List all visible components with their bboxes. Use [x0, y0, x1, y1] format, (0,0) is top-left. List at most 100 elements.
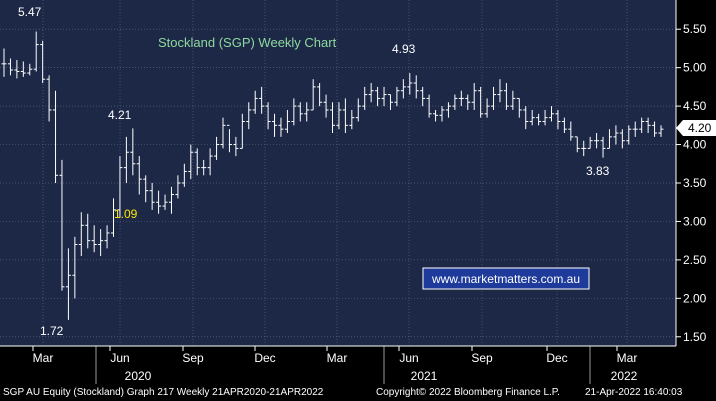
ohlc-bar	[619, 129, 625, 149]
ohlc-bar	[471, 83, 477, 110]
ohlc-bar	[336, 102, 342, 130]
ohlc-bar	[491, 86, 497, 110]
ohlc-bar	[652, 121, 658, 137]
x-month-label: Mar	[327, 351, 348, 365]
ohlc-bar	[639, 117, 645, 134]
ohlc-bar	[536, 113, 542, 126]
x-axis-background	[0, 346, 716, 384]
ohlc-bar	[168, 186, 174, 214]
ohlc-bar	[387, 94, 393, 110]
ohlc-bar	[259, 86, 265, 114]
ohlc-bar	[439, 106, 445, 122]
ohlc-bar	[542, 109, 548, 126]
ohlc-bar	[484, 98, 490, 118]
ohlc-bar	[555, 109, 561, 130]
y-tick-label: 4.50	[683, 99, 707, 113]
chart-title: Stockland (SGP) Weekly Chart	[158, 35, 337, 50]
footer-ticker: SGP AU Equity (Stockland) Graph 217 Week…	[3, 387, 324, 398]
ohlc-bar	[330, 102, 335, 134]
ohlc-bar	[342, 98, 348, 134]
annotation-low-172: 1.72	[40, 324, 64, 338]
plot-background	[0, 0, 676, 346]
ohlc-bar	[111, 198, 116, 237]
ohlc-bar	[407, 73, 413, 95]
ohlc-bar	[278, 117, 284, 137]
y-tick-label: 5.50	[683, 22, 707, 36]
ohlc-bar	[304, 102, 310, 122]
ohlc-bar	[362, 86, 368, 110]
ohlc-bar	[323, 94, 329, 118]
ohlc-bar	[529, 109, 535, 126]
ohlc-bar	[207, 148, 213, 176]
ohlc-bar	[149, 182, 155, 210]
ohlc-bar	[1, 48, 7, 77]
ohlc-bar	[104, 225, 110, 249]
ohlc-bar	[626, 125, 632, 145]
x-axis: Mar Jun Sep Dec Mar Jun Sep Dec Mar 2020 2021 2022	[0, 345, 676, 384]
ohlc-bar	[581, 140, 587, 157]
ohlc-bar	[574, 136, 580, 153]
x-month-label: Dec	[254, 351, 275, 365]
ohlc-bar	[426, 94, 432, 118]
ohlc-bar	[645, 117, 651, 134]
ohlc-bar	[162, 194, 168, 210]
ohlc-bar	[201, 159, 207, 176]
ohlc-bar	[175, 175, 181, 199]
ohlc-bar	[445, 102, 451, 118]
ohlc-bar	[349, 109, 355, 130]
y-tick-label: 4.00	[683, 138, 707, 152]
watermark-box[interactable]: www.marketmatters.com.au	[422, 267, 590, 290]
ohlc-bar	[658, 125, 664, 137]
ohlc-bar	[143, 175, 149, 203]
ohlc-bar	[413, 75, 419, 99]
x-month-label: Jun	[399, 351, 418, 365]
y-tick-label: 1.50	[683, 330, 707, 344]
ohlc-bar	[433, 109, 439, 122]
ohlc-bar	[65, 248, 71, 320]
footer-bar: SGP AU Equity (Stockland) Graph 217 Week…	[0, 384, 716, 401]
ohlc-bar	[91, 225, 97, 253]
ohlc-bar	[72, 236, 78, 299]
watermark-frame	[422, 267, 590, 290]
ohlc-bar	[587, 136, 593, 149]
ohlc-bar	[117, 156, 123, 218]
x-month-label: Mar	[33, 351, 54, 365]
ohlc-bar	[394, 86, 400, 107]
ohlc-bar	[606, 129, 612, 149]
y-tick-label: 2.50	[683, 253, 707, 267]
x-month-label: Sep	[182, 351, 204, 365]
annotation-labels: 5.47 4.21 1.09 1.72 4.93 3.83	[18, 5, 610, 338]
ohlc-bar	[33, 31, 39, 72]
ohlc-bar	[272, 113, 278, 137]
ohlc-bar	[53, 90, 59, 183]
ohlc-bar	[561, 117, 567, 134]
ohlc-bar	[549, 106, 554, 122]
ohlc-bar	[14, 59, 20, 79]
ohlc-bar	[355, 98, 361, 122]
price-bars	[1, 31, 664, 320]
ohlc-bar	[233, 136, 239, 157]
ohlc-bar	[130, 128, 136, 176]
ohlc-bar	[297, 102, 303, 122]
y-tick-label: 3.00	[683, 214, 707, 228]
ohlc-bar	[123, 136, 129, 183]
ohlc-bar	[478, 86, 484, 118]
ohlc-bar	[98, 229, 104, 257]
ohlc-bar	[59, 159, 65, 291]
last-price-label: 4.20	[688, 121, 712, 135]
ohlc-bar	[613, 125, 619, 145]
ohlc-bar	[594, 133, 600, 149]
ohlc-bar	[284, 109, 290, 134]
y-tick-label: 5.00	[683, 61, 707, 75]
ohlc-bar	[291, 98, 297, 126]
ohlc-bar	[375, 86, 381, 107]
x-year-label: 2022	[611, 369, 638, 383]
x-month-label: Dec	[546, 351, 567, 365]
watermark-link[interactable]: www.marketmatters.com.au	[431, 272, 580, 286]
ohlc-bar	[78, 212, 84, 257]
annotation-low-383: 3.83	[586, 164, 610, 178]
ohlc-bar	[523, 106, 529, 130]
x-year-label: 2021	[411, 369, 438, 383]
annotation-high-547: 5.47	[18, 5, 42, 19]
ohlc-bar	[46, 75, 52, 122]
